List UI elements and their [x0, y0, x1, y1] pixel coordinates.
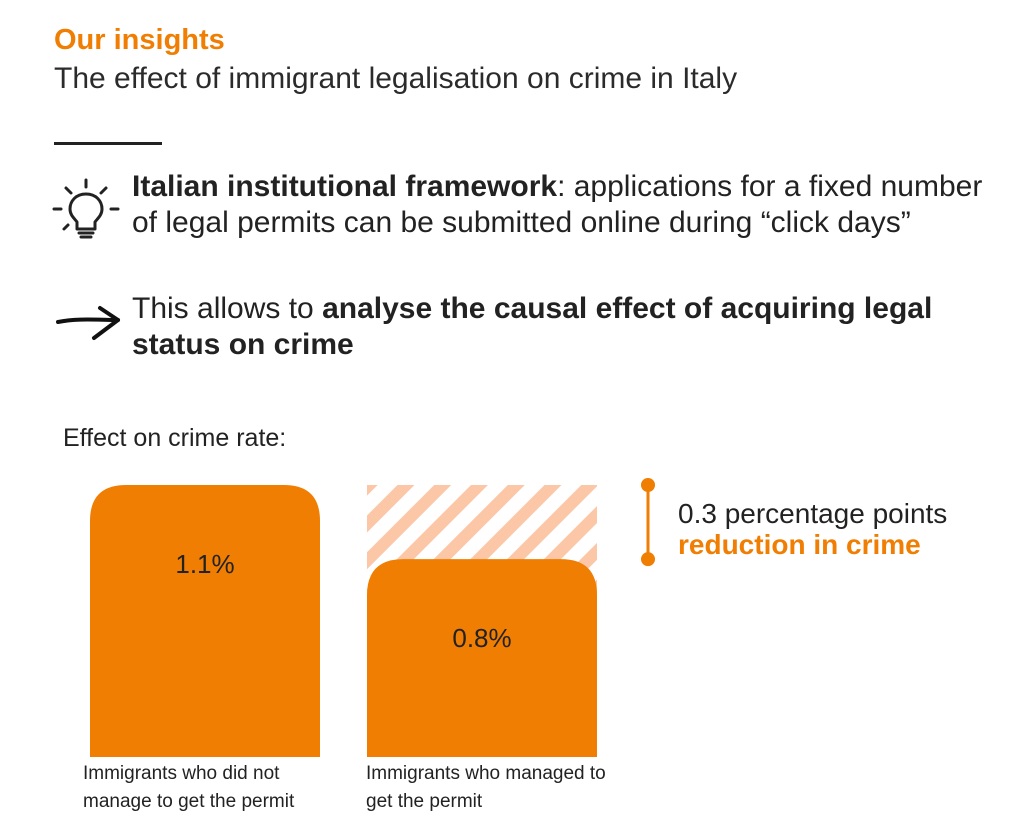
bar-value-label-1: 1.1% — [175, 549, 234, 579]
page-title: The effect of immigrant legalisation on … — [54, 62, 738, 95]
insight-point-framework-text: : applications for a fixed number of leg… — [132, 170, 983, 239]
annotation-line2: reduction in crime — [678, 529, 921, 560]
insight-point-framework-bold: Italian institutional framework — [132, 170, 558, 203]
insight-point-causal-lead: This allows to — [132, 292, 323, 325]
chart-label: Effect on crime rate: — [63, 424, 287, 452]
insight-point-causal-bold: analyse the causal effect of acquiring l… — [132, 292, 933, 361]
divider — [54, 142, 162, 145]
arrow-right-icon — [56, 306, 120, 340]
category-label-permit: Immigrants who managed to get the permit — [366, 763, 606, 812]
annotation-line1: 0.3 percentage points — [678, 498, 948, 529]
bar-value-label-2: 0.8% — [452, 623, 511, 653]
insight-point-framework: Italian institutional framework: applica… — [132, 169, 1012, 241]
annotation-bracket-top-dot — [641, 478, 655, 492]
bar-1 — [90, 485, 320, 757]
annotation-bracket-bottom-dot — [641, 552, 655, 567]
lightbulb-icon — [52, 178, 120, 239]
category-label-no-permit: Immigrants who did not manage to get the… — [83, 763, 295, 812]
section-eyebrow: Our insights — [54, 24, 225, 56]
bar-2 — [367, 559, 597, 757]
insight-point-causal: This allows to analyse the causal effect… — [132, 291, 1012, 363]
